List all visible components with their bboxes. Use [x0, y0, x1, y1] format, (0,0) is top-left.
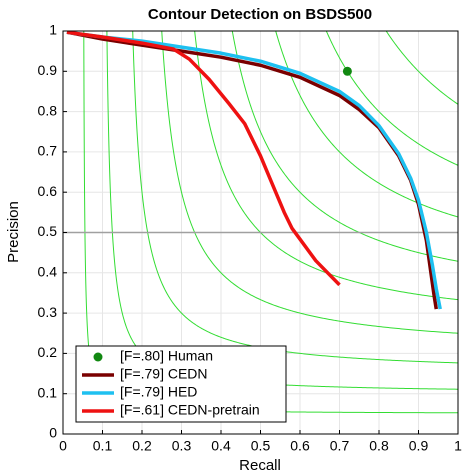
x-tick-label: 0.1	[93, 438, 113, 454]
x-tick-label: 0.7	[330, 438, 350, 454]
y-axis-label: Precision	[5, 201, 22, 263]
iso-f-curve	[161, 31, 458, 334]
iso-f-curve	[325, 31, 458, 166]
series-line	[66, 30, 341, 287]
iso-f-curve	[132, 31, 458, 364]
x-tick-label: 1	[454, 438, 462, 454]
y-tick-label: 0.5	[38, 223, 58, 239]
y-tick-label: 0.1	[38, 384, 58, 400]
y-tick-label: 0	[49, 425, 57, 441]
iso-f-curve	[275, 31, 458, 218]
y-tick-label: 0.6	[38, 183, 58, 199]
y-tick-label: 0.9	[38, 62, 58, 78]
y-tick-label: 0.8	[38, 102, 58, 118]
iso-f-curve	[385, 31, 458, 105]
legend-label: [F=.79] HED	[120, 384, 197, 400]
x-tick-label: 0.4	[211, 438, 231, 454]
x-tick-label: 0.2	[132, 438, 152, 454]
x-tick-label: 0.8	[369, 438, 389, 454]
plot-frame	[62, 30, 459, 435]
x-axis-label: Recall	[239, 457, 281, 474]
legend-label: [F=.80] Human	[120, 348, 213, 364]
plot-area	[63, 31, 458, 434]
legend-marker	[93, 352, 103, 362]
iso-f-curve	[194, 31, 458, 301]
series-line	[66, 30, 439, 310]
iso-f-curve	[106, 31, 458, 390]
y-tick-label: 0.3	[38, 304, 58, 320]
y-tick-label: 0.4	[38, 264, 58, 280]
human-point	[342, 66, 352, 76]
legend-label: [F=.79] CEDN	[120, 366, 208, 382]
iso-f-curve	[231, 31, 458, 262]
x-tick-label: 0.5	[251, 438, 271, 454]
legend-label: [F=.61] CEDN-pretrain	[120, 402, 260, 418]
series-line	[66, 30, 442, 310]
x-tick-label: 0.6	[290, 438, 310, 454]
chart-title: Contour Detection on BSDS500	[148, 6, 372, 23]
y-tick-label: 0.7	[38, 143, 58, 159]
y-tick-label: 0.2	[38, 344, 58, 360]
y-tick-label: 1	[49, 22, 57, 38]
x-tick-label: 0.9	[409, 438, 429, 454]
x-tick-label: 0.3	[172, 438, 192, 454]
x-tick-label: 0	[59, 438, 67, 454]
